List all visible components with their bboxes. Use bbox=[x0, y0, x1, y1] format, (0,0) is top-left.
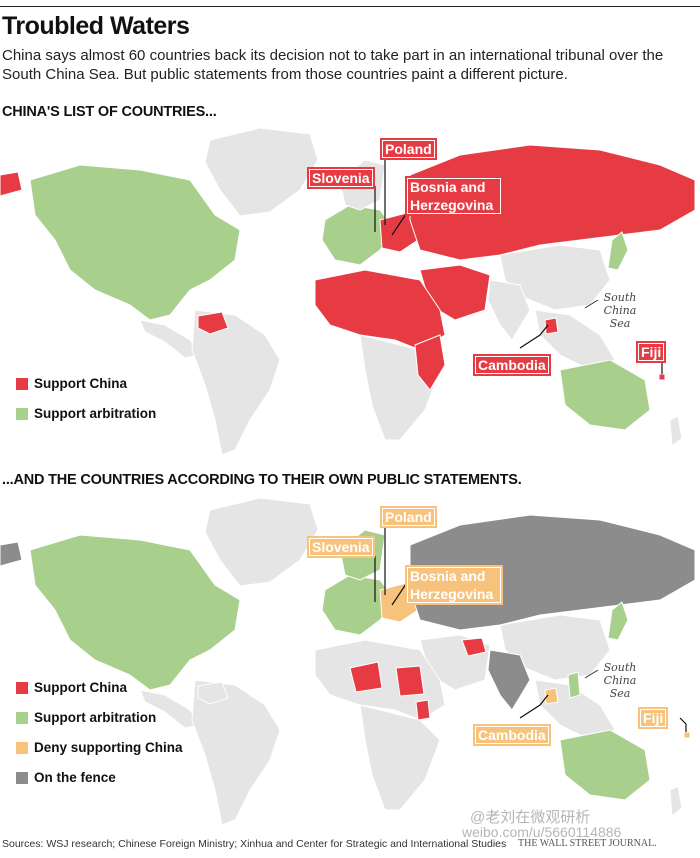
new-zealand bbox=[669, 415, 683, 447]
japan bbox=[607, 231, 629, 271]
india bbox=[487, 649, 531, 711]
greenland bbox=[204, 127, 319, 217]
venezuela bbox=[197, 681, 229, 705]
map1-heading: CHINA'S LIST OF COUNTRIES... bbox=[2, 104, 217, 120]
sea-arrow bbox=[584, 669, 599, 679]
australia bbox=[559, 359, 651, 431]
map1-world-map bbox=[0, 127, 696, 456]
page-deck: China says almost 60 countries back its … bbox=[2, 47, 664, 83]
alaska-tip bbox=[0, 541, 23, 567]
india bbox=[487, 279, 531, 341]
new-zealand bbox=[669, 785, 683, 817]
map2-fiji-callout: Fiji bbox=[638, 707, 669, 729]
central-america bbox=[139, 319, 201, 359]
map1-cambodia-callout: Cambodia bbox=[473, 354, 551, 376]
fiji-leader bbox=[679, 717, 687, 732]
support-arbitration-swatch bbox=[16, 712, 28, 724]
south-america bbox=[191, 309, 281, 456]
russia bbox=[409, 144, 696, 261]
map1-poland-callout: Poland bbox=[380, 138, 437, 160]
legend-label: Support China bbox=[34, 376, 127, 391]
fiji-marker bbox=[658, 373, 666, 381]
legend-label: Support arbitration bbox=[34, 406, 157, 421]
sudan bbox=[395, 665, 425, 697]
top-rule bbox=[0, 6, 700, 7]
cambodia-leader bbox=[519, 694, 549, 719]
cambodia-shape bbox=[544, 687, 559, 705]
on-the-fence-swatch bbox=[16, 772, 28, 784]
south-america bbox=[191, 679, 281, 826]
africa-south bbox=[359, 704, 441, 811]
japan bbox=[607, 601, 629, 641]
watermark-handle: @老刘在微观研析 bbox=[470, 809, 591, 826]
legend-label: Support China bbox=[34, 680, 127, 695]
philippines bbox=[567, 671, 581, 699]
east-africa bbox=[414, 334, 446, 391]
central-america bbox=[139, 689, 201, 729]
alaska-tip bbox=[0, 171, 23, 197]
support-arbitration-swatch bbox=[16, 408, 28, 420]
map2-bosnia-callout: Bosnia and Herzegovina bbox=[405, 565, 503, 605]
map1-fiji-callout: Fiji bbox=[636, 341, 667, 363]
north-america bbox=[29, 164, 241, 321]
watermark-url: weibo.com/u/5660114886 bbox=[462, 824, 622, 840]
map2-slovenia-callout: Slovenia bbox=[307, 536, 375, 558]
support-china-swatch bbox=[16, 378, 28, 390]
sea-arrow bbox=[584, 299, 599, 309]
legend-label: On the fence bbox=[34, 770, 116, 785]
legend-label: Deny supporting China bbox=[34, 740, 183, 755]
venezuela bbox=[197, 311, 229, 335]
map2-poland-callout: Poland bbox=[380, 506, 437, 528]
cambodia-shape bbox=[544, 317, 559, 335]
greenland bbox=[204, 497, 319, 587]
fiji-marker bbox=[683, 731, 691, 739]
map2-world-map bbox=[0, 497, 696, 826]
kenya bbox=[415, 699, 431, 721]
sources-line: Sources: WSJ research; Chinese Foreign M… bbox=[2, 838, 507, 850]
niger bbox=[349, 661, 383, 693]
support-china-swatch bbox=[16, 682, 28, 694]
map2-sea-label: South China Sea bbox=[603, 661, 637, 700]
deny-supporting-china-swatch bbox=[16, 742, 28, 754]
north-america bbox=[29, 534, 241, 691]
page-title: Troubled Waters bbox=[2, 12, 190, 40]
map1-sea-label: South China Sea bbox=[603, 291, 637, 330]
map2-heading: ...AND THE COUNTRIES ACCORDING TO THEIR … bbox=[2, 472, 522, 488]
afghanistan bbox=[461, 637, 487, 657]
publisher-credit: THE WALL STREET JOURNAL. bbox=[518, 838, 657, 849]
map1-slovenia-callout: Slovenia bbox=[307, 167, 375, 189]
map2-cambodia-callout: Cambodia bbox=[473, 724, 551, 746]
legend-label: Support arbitration bbox=[34, 710, 157, 725]
australia bbox=[559, 729, 651, 801]
map1-bosnia-callout: Bosnia and Herzegovina bbox=[405, 176, 503, 216]
cambodia-leader bbox=[519, 324, 549, 349]
